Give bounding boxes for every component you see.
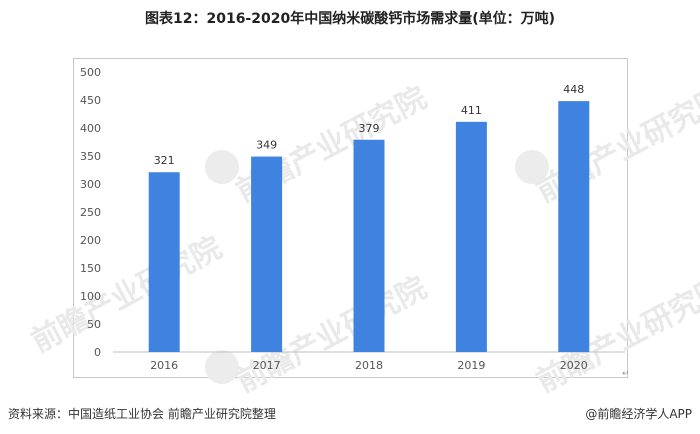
source-note: 资料来源：中国造纸工业协会 前瞻产业研究院整理 <box>8 407 276 421</box>
chart-title: 图表12：2016-2020年中国纳米碳酸钙市场需求量(单位：万吨) <box>144 11 556 27</box>
bar <box>455 121 487 352</box>
x-tick-label: 2017 <box>253 359 281 372</box>
x-tick-label: 2020 <box>560 359 588 372</box>
y-tick-label: 400 <box>80 122 101 135</box>
data-label: 349 <box>256 139 277 152</box>
y-tick-label: 100 <box>80 290 101 303</box>
data-label: 321 <box>154 154 175 167</box>
y-tick-label: 300 <box>80 178 101 191</box>
brand-credit: @前瞻经济学人APP <box>585 407 692 421</box>
data-label: 448 <box>563 83 584 96</box>
bar <box>251 156 283 352</box>
data-label: 379 <box>359 122 380 135</box>
x-tick-label: 2019 <box>457 359 485 372</box>
y-tick-label: 500 <box>80 66 101 79</box>
y-tick-label: 50 <box>87 318 101 331</box>
y-tick-label: 200 <box>80 234 101 247</box>
chart-frame <box>73 58 628 378</box>
y-tick-label: 0 <box>94 346 101 359</box>
x-tick-label: 2018 <box>355 359 383 372</box>
watermark-logo <box>515 150 549 184</box>
bar <box>148 172 180 352</box>
y-tick-label: 150 <box>80 262 101 275</box>
watermark-logo <box>205 150 239 184</box>
y-tick-label: 350 <box>80 150 101 163</box>
paragraph-mark-icon: ↵ <box>622 369 630 379</box>
bar <box>353 139 385 352</box>
bar <box>558 101 590 353</box>
x-tick-label: 2016 <box>150 359 178 372</box>
data-label: 411 <box>461 104 482 117</box>
y-tick-label: 450 <box>80 94 101 107</box>
y-tick-label: 250 <box>80 206 101 219</box>
watermark-logo <box>205 350 239 384</box>
